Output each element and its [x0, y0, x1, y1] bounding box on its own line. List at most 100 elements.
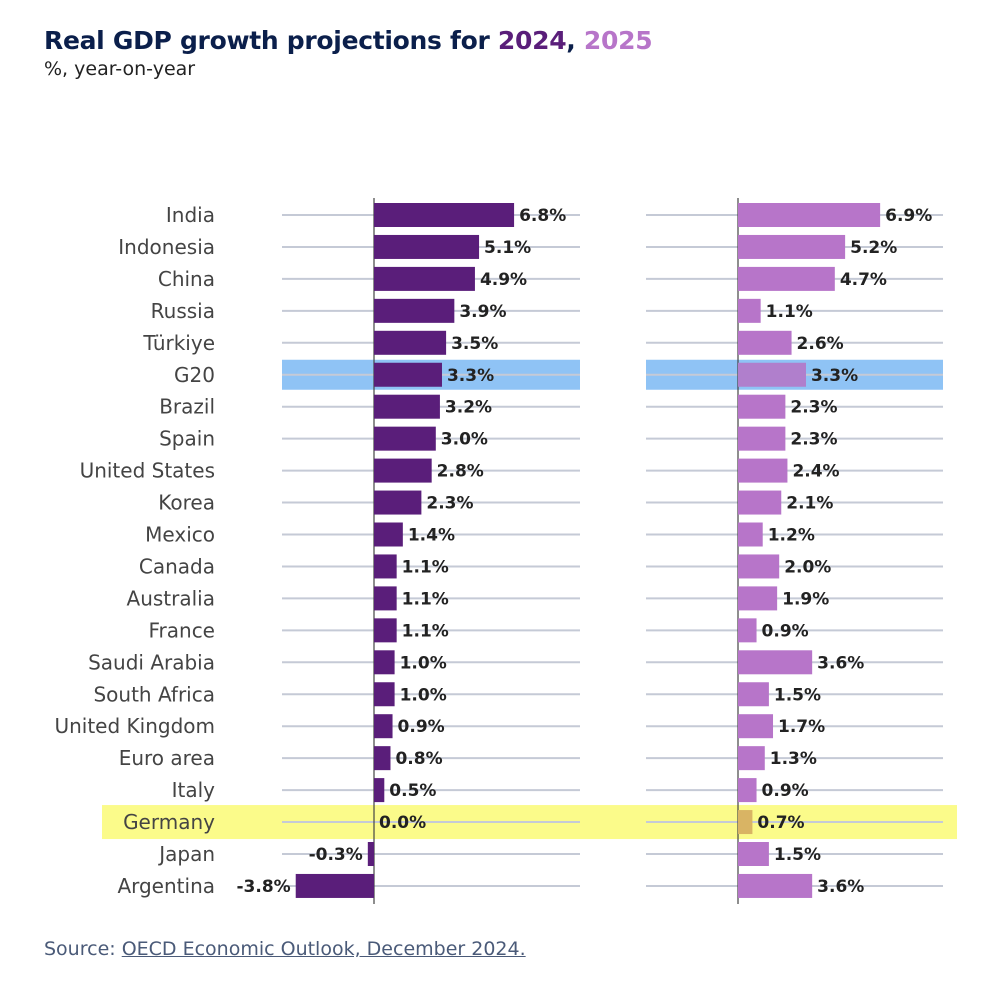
- bar-2024: [295, 873, 374, 898]
- value-label-2025: 1.7%: [778, 717, 825, 737]
- value-label-2025: 2.6%: [797, 334, 844, 354]
- bar-chart: India Indonesia China Russia Türkiye G20 Brazi…: [54, 198, 957, 904]
- bar-2025: [738, 778, 757, 803]
- value-label-2024: 0.0%: [379, 813, 426, 833]
- category-label: Russia: [151, 299, 215, 323]
- value-label-2024: 3.0%: [441, 430, 488, 450]
- category-label: Spain: [159, 427, 215, 451]
- bar-2024: [374, 554, 397, 579]
- value-label-2024: 0.5%: [389, 781, 436, 801]
- bar-2024: [374, 586, 397, 611]
- value-label-2025: 1.5%: [774, 685, 821, 705]
- bar-2025: [738, 554, 780, 579]
- value-label-2025: 0.9%: [762, 781, 809, 801]
- category-label: Canada: [139, 554, 215, 578]
- bar-2024: [374, 522, 403, 547]
- value-label-2024: 3.9%: [459, 302, 506, 322]
- bar-2024: [374, 490, 422, 515]
- category-label: Germany: [123, 810, 215, 834]
- category-label: Japan: [157, 842, 215, 866]
- value-label-2025: 2.3%: [790, 430, 837, 450]
- bar-2025: [738, 682, 769, 707]
- bar-2025: [738, 298, 761, 323]
- category-label: Brazil: [159, 395, 215, 419]
- source-label: Source:: [44, 938, 122, 960]
- bar-2025: [738, 330, 792, 355]
- value-label-2025: 1.5%: [774, 845, 821, 865]
- bar-2025: [738, 490, 782, 515]
- value-label-2024: 5.1%: [484, 238, 531, 258]
- bar-2024: [374, 458, 432, 483]
- category-label: United Kingdom: [54, 714, 215, 738]
- value-label-2024: 1.1%: [402, 589, 449, 609]
- value-label-2025: 2.1%: [786, 494, 833, 514]
- category-label: France: [148, 618, 215, 642]
- category-label: G20: [174, 363, 215, 387]
- category-label: Indonesia: [118, 235, 215, 259]
- source-link[interactable]: OECD Economic Outlook, December 2024.: [121, 938, 526, 960]
- bar-2025: [738, 618, 757, 643]
- bar-2025: [738, 873, 813, 898]
- value-label-2025: 3.3%: [811, 366, 858, 386]
- value-label-2024: 0.8%: [395, 749, 442, 769]
- bar-2025: [738, 810, 753, 835]
- value-label-2025: 1.1%: [766, 302, 813, 322]
- value-label-2024: 3.2%: [445, 398, 492, 418]
- value-label-2025: 0.7%: [757, 813, 804, 833]
- value-label-2024: 1.1%: [402, 557, 449, 577]
- title-prefix: Real GDP growth projections for: [44, 26, 498, 55]
- bar-2024: [374, 266, 475, 291]
- category-label: Mexico: [145, 523, 215, 547]
- bar-2025: [738, 203, 881, 227]
- bar-2025: [738, 394, 786, 419]
- value-label-2025: 4.7%: [840, 270, 887, 290]
- value-label-2025: 0.9%: [762, 621, 809, 641]
- category-label: Australia: [127, 586, 215, 610]
- value-label-2025: 1.9%: [782, 589, 829, 609]
- bar-2025: [738, 234, 846, 259]
- bar-2025: [738, 714, 774, 739]
- bar-2024: [374, 362, 442, 387]
- category-label: United States: [80, 459, 215, 483]
- bar-2024: [374, 778, 385, 803]
- value-label-2025: 6.9%: [885, 206, 932, 226]
- category-label: China: [158, 267, 215, 291]
- value-label-2024: -3.8%: [237, 877, 291, 897]
- bar-2025: [738, 266, 835, 291]
- value-label-2024: 3.5%: [451, 334, 498, 354]
- category-label: Türkiye: [142, 331, 215, 355]
- bar-2024: [374, 330, 447, 355]
- bar-2024: [367, 842, 374, 866]
- source-note: Source: OECD Economic Outlook, December …: [44, 938, 526, 960]
- chart-subtitle: %, year-on-year: [44, 58, 196, 80]
- bar-2024: [374, 650, 395, 675]
- category-label: Italy: [172, 778, 216, 802]
- value-label-2024: 2.8%: [437, 462, 484, 482]
- value-label-2024: 0.9%: [398, 717, 445, 737]
- value-label-2024: 3.3%: [447, 366, 494, 386]
- value-label-2024: 4.9%: [480, 270, 527, 290]
- value-label-2024: 1.0%: [400, 685, 447, 705]
- category-label: Argentina: [117, 874, 215, 898]
- value-label-2025: 2.0%: [784, 557, 831, 577]
- bar-2025: [738, 586, 778, 611]
- bar-2024: [374, 298, 455, 323]
- bar-2024: [374, 746, 391, 771]
- bar-2025: [738, 458, 788, 483]
- title-year-2025: 2025: [583, 26, 653, 55]
- value-label-2024: -0.3%: [309, 845, 363, 865]
- bar-2024: [374, 426, 436, 451]
- value-label-2025: 5.2%: [850, 238, 897, 258]
- value-label-2025: 3.6%: [817, 877, 864, 897]
- bar-2024: [374, 682, 395, 707]
- bar-2024: [374, 394, 440, 419]
- category-label: Euro area: [119, 746, 215, 770]
- bar-2024: [374, 234, 480, 259]
- value-label-2025: 1.2%: [768, 526, 815, 546]
- category-label: Saudi Arabia: [88, 650, 215, 674]
- bar-2025: [738, 746, 765, 771]
- value-label-2025: 1.3%: [770, 749, 817, 769]
- chart-title: Real GDP growth projections for 2024, 20…: [44, 26, 653, 55]
- title-year-2024: 2024: [497, 26, 567, 55]
- bar-2024: [374, 203, 515, 227]
